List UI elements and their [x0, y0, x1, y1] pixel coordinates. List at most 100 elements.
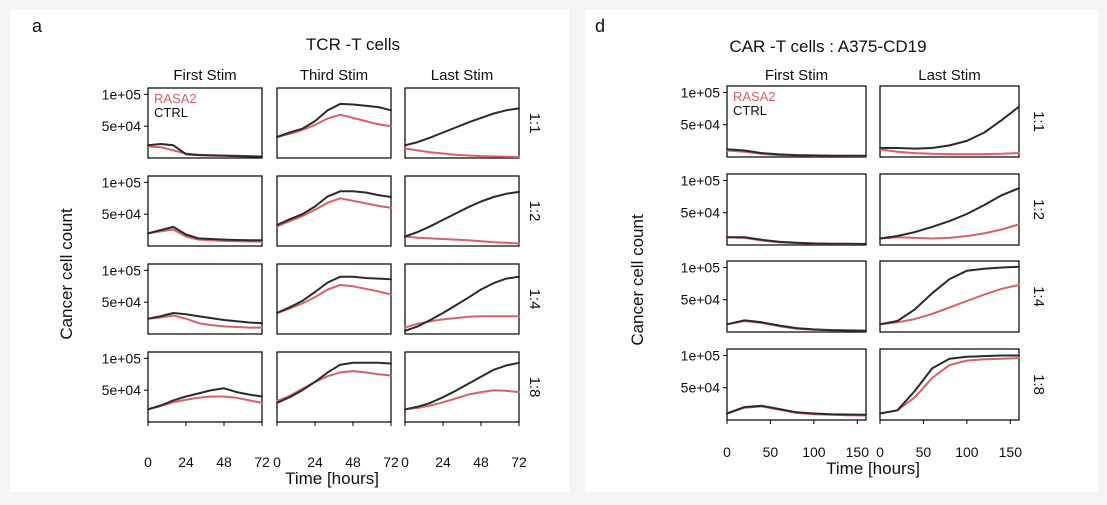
y-tick-label: 1e+05 [681, 172, 721, 188]
x-tick-label: 48 [345, 454, 361, 470]
series-line-rasa2 [879, 357, 1020, 415]
series-line-ctrl [147, 225, 263, 242]
series-line-ctrl [726, 148, 867, 157]
x-tick-label: 50 [916, 444, 932, 460]
column-label: First Stim [173, 67, 236, 84]
series-line-ctrl [404, 190, 520, 238]
y-tick-label: 5e+04 [681, 205, 721, 221]
legend-ctrl: CTRL [733, 103, 767, 118]
row-label: 1:2 [1030, 199, 1047, 220]
y-tick-label: 5e+04 [102, 294, 142, 310]
series-line-ctrl [147, 312, 263, 325]
x-tick-label: 100 [802, 444, 826, 460]
facet-frame [276, 175, 392, 247]
x-tick-label: 50 [763, 444, 779, 460]
facet-first-stim-1-4: 1e+05 5e+04 [681, 259, 867, 333]
panel-letter: a [32, 16, 43, 36]
y-tick-label: 1e+05 [102, 174, 142, 190]
row-label: 1:2 [526, 201, 543, 222]
x-tick-label: 0 [273, 454, 281, 470]
series-line-ctrl [404, 275, 520, 332]
x-tick-label: 0 [401, 454, 409, 470]
series-line-ctrl [404, 361, 520, 411]
row-label: 1:4 [1030, 286, 1047, 307]
facet-frame [726, 348, 867, 421]
chart-title: TCR -T cells [306, 35, 400, 54]
row-label: 1:8 [1030, 374, 1047, 395]
facet-first-stim-1-2: 1e+05 5e+04 [102, 174, 263, 247]
legend-ctrl: CTRL [154, 105, 188, 120]
facet-last-stim-1-8: 0 24 48 72 [401, 351, 527, 470]
facet-third-stim-1-8: 0 24 48 72 [273, 351, 399, 470]
y-tick-label: 1e+05 [102, 262, 142, 278]
row-label: 1:1 [1030, 111, 1047, 132]
series-line-rasa2 [276, 284, 392, 314]
series-line-ctrl [147, 143, 263, 158]
panel-a-chart: a TCR -T cells Cancer cell count Time [h… [32, 16, 543, 488]
series-line-rasa2 [147, 395, 263, 411]
y-tick-label: 5e+04 [102, 118, 142, 134]
x-tick-label: 24 [435, 454, 451, 470]
y-tick-label: 5e+04 [681, 380, 721, 396]
series-line-rasa2 [879, 223, 1020, 240]
facet-frame [147, 175, 263, 247]
x-tick-label: 72 [511, 454, 527, 470]
x-tick-label: 72 [383, 454, 399, 470]
series-line-ctrl [879, 187, 1020, 240]
facet-third-stim-1-1 [276, 87, 392, 159]
series-line-rasa2 [276, 197, 392, 228]
series-line-ctrl [276, 102, 392, 138]
series-line-rasa2 [147, 228, 263, 243]
x-tick-label: 0 [144, 454, 152, 470]
facet-last-stim-1-4 [404, 263, 520, 335]
series-line-rasa2 [879, 283, 1020, 326]
facet-last-stim-1-4 [879, 260, 1020, 333]
y-tick-label: 5e+04 [102, 382, 142, 398]
x-tick-label: 48 [216, 454, 232, 470]
facet-frame [879, 260, 1020, 333]
row-label: 1:8 [526, 377, 543, 398]
facet-first-stim-1-2: 1e+05 5e+04 [681, 172, 867, 246]
series-line-rasa2 [404, 389, 520, 411]
facet-third-stim-1-2 [276, 175, 392, 247]
x-tick-label: 0 [876, 444, 884, 460]
column-label: Last Stim [431, 67, 494, 84]
facet-frame [276, 263, 392, 335]
x-tick-label: 150 [846, 444, 870, 460]
series-line-ctrl [276, 361, 392, 404]
column-label: First Stim [765, 67, 828, 84]
y-tick-label: 5e+04 [681, 117, 721, 133]
chart-title: CAR -T cells : A375-CD19 [729, 37, 926, 56]
y-axis-label: Cancer cell count [628, 214, 647, 346]
series-line-ctrl [879, 105, 1020, 150]
facet-last-stim-1-8: 0 50 100 150 [876, 348, 1022, 460]
series-line-ctrl [726, 319, 867, 332]
y-tick-label: 1e+05 [681, 347, 721, 363]
series-line-ctrl [879, 265, 1020, 326]
panel-d-chart: d CAR -T cells : A375-CD19 Cancer cell c… [595, 16, 1047, 478]
x-axis-label: Time [hours] [826, 459, 920, 478]
facet-frame [879, 348, 1020, 421]
panel-d: d CAR -T cells : A375-CD19 Cancer cell c… [585, 10, 1098, 492]
facet-frame [879, 173, 1020, 246]
facet-frame [404, 87, 520, 159]
facet-frame [726, 173, 867, 246]
row-label: 1:1 [526, 113, 543, 134]
x-tick-label: 24 [307, 454, 323, 470]
facet-first-stim-1-8: 1e+05 5e+04 0 24 48 72 [102, 350, 270, 470]
y-tick-label: 1e+05 [681, 259, 721, 275]
row-label: 1:4 [526, 289, 543, 310]
y-tick-label: 1e+05 [102, 350, 142, 366]
column-label: Last Stim [918, 67, 981, 84]
series-line-ctrl [147, 387, 263, 411]
y-tick-label: 1e+05 [102, 86, 142, 102]
series-line-rasa2 [879, 148, 1020, 156]
legend-rasa2: RASA2 [733, 89, 776, 104]
series-line-rasa2 [404, 147, 520, 158]
facet-first-stim-1-4: 1e+05 5e+04 [102, 262, 263, 335]
y-tick-label: 5e+04 [681, 292, 721, 308]
series-line-ctrl [879, 354, 1020, 415]
series-line-ctrl [404, 107, 520, 147]
